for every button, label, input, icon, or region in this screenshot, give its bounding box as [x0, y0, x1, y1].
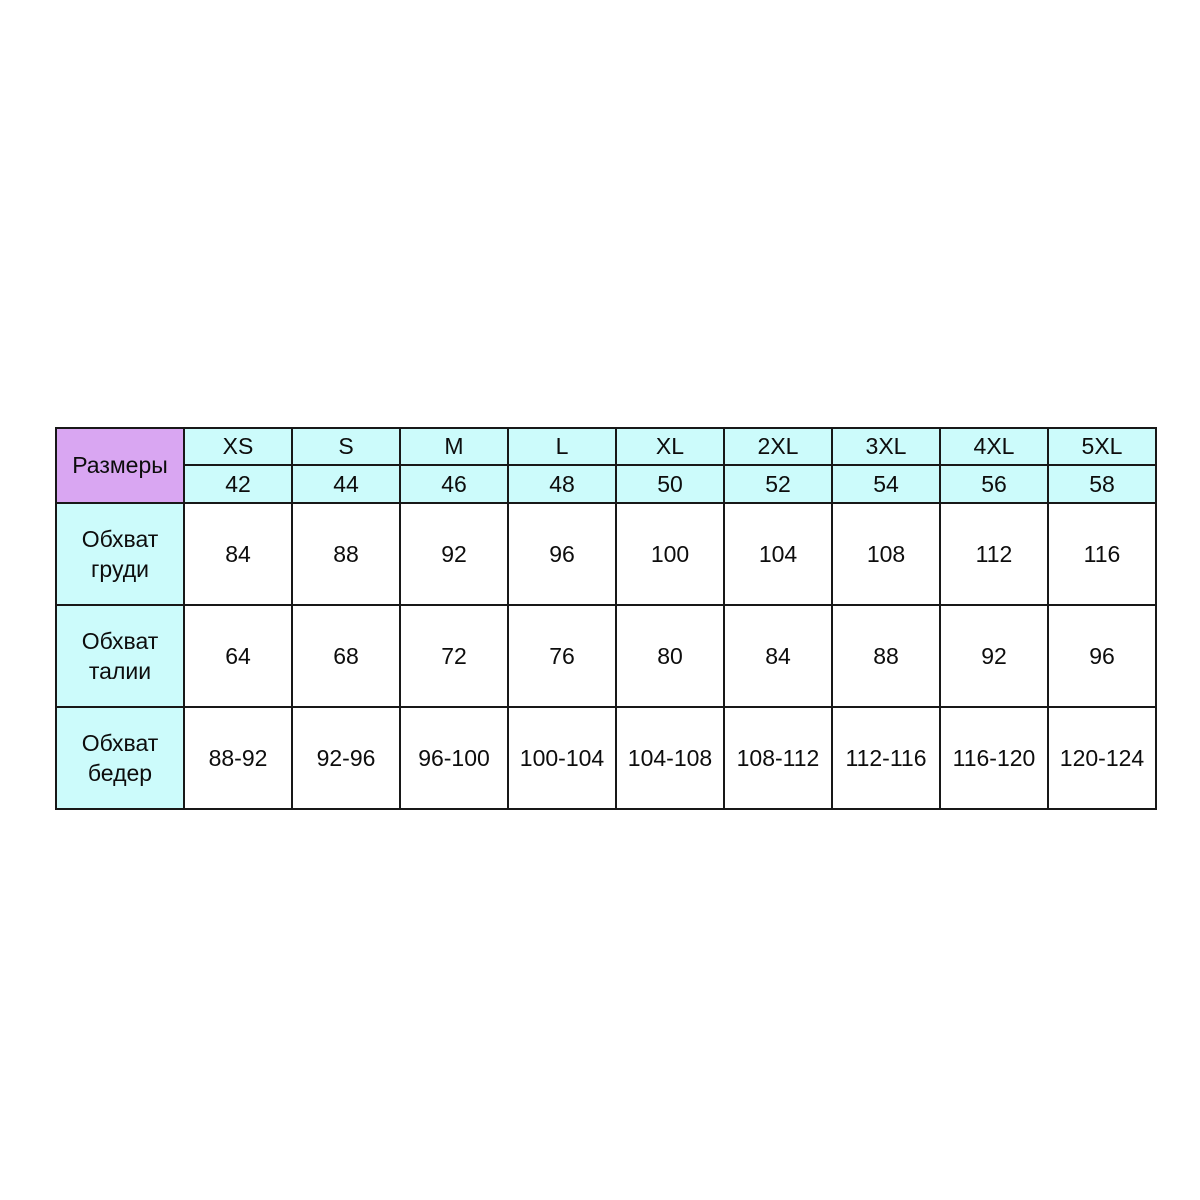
measurement-value: 68: [291, 604, 401, 708]
size-number-header: 50: [615, 464, 725, 504]
size-number-header: 52: [723, 464, 833, 504]
measurement-value: 96: [1047, 604, 1157, 708]
size-letter-header: 3XL: [831, 427, 941, 466]
size-letter-header: L: [507, 427, 617, 466]
measurement-value: 104: [723, 502, 833, 606]
size-chart: Размеры XS S M L XL 2XL 3XL 4XL 5XL 42 4…: [55, 427, 1157, 810]
measurement-value: 104-108: [615, 706, 725, 810]
measurement-value: 100: [615, 502, 725, 606]
size-letter-header: M: [399, 427, 509, 466]
measurement-value: 92: [939, 604, 1049, 708]
measurement-label-line: Обхват: [81, 525, 159, 552]
size-letter-header: 4XL: [939, 427, 1049, 466]
size-letter-header: 5XL: [1047, 427, 1157, 466]
header-row-letters: Размеры XS S M L XL 2XL 3XL 4XL 5XL: [55, 427, 1157, 504]
sizes-corner-header: Размеры: [55, 427, 185, 504]
size-letter-header: XS: [183, 427, 293, 466]
measurement-value: 112-116: [831, 706, 941, 810]
measurement-value: 116-120: [939, 706, 1049, 810]
table-row: Обхват талии 64 68 72 76 80 84 88 92 96: [55, 604, 1157, 708]
measurement-value: 92-96: [291, 706, 401, 810]
measurement-value: 88: [291, 502, 401, 606]
measurement-value: 108-112: [723, 706, 833, 810]
measurement-label-line: бедер: [87, 760, 153, 786]
table-row: Обхват груди 84 88 92 96 100 104 108 112…: [55, 502, 1157, 606]
size-number-header: 42: [183, 464, 293, 504]
size-number-header: 44: [291, 464, 401, 504]
header-row-numbers: 42 44 46 48 50 52 54 56 58: [56, 464, 1157, 504]
measurement-label-line: груди: [91, 556, 149, 582]
measurement-value: 64: [183, 604, 293, 708]
measurement-label: Обхват бедер: [55, 706, 185, 810]
size-letter-header: S: [291, 427, 401, 466]
measurement-value: 76: [507, 604, 617, 708]
measurement-label-line: талии: [88, 658, 152, 684]
measurement-value: 80: [615, 604, 725, 708]
size-number-header: 54: [831, 464, 941, 504]
measurement-label: Обхват груди: [55, 502, 185, 606]
measurement-label: Обхват талии: [55, 604, 185, 708]
size-number-header: 56: [939, 464, 1049, 504]
measurement-label-line: Обхват: [81, 729, 159, 756]
measurement-value: 92: [399, 502, 509, 606]
size-number-header: 46: [399, 464, 509, 504]
size-letter-header: XL: [615, 427, 725, 466]
size-number-header: 48: [507, 464, 617, 504]
measurement-value: 100-104: [507, 706, 617, 810]
measurement-value: 96-100: [399, 706, 509, 810]
size-letter-header: 2XL: [723, 427, 833, 466]
size-table: Размеры XS S M L XL 2XL 3XL 4XL 5XL 42 4…: [55, 427, 1157, 810]
measurement-value: 96: [507, 502, 617, 606]
table-row: Обхват бедер 88-92 92-96 96-100 100-104 …: [55, 706, 1157, 810]
measurement-value: 112: [939, 502, 1049, 606]
measurement-value: 72: [399, 604, 509, 708]
measurement-value: 88: [831, 604, 941, 708]
measurement-value: 116: [1047, 502, 1157, 606]
measurement-value: 84: [183, 502, 293, 606]
measurement-label-line: Обхват: [81, 627, 159, 654]
measurement-value: 108: [831, 502, 941, 606]
measurement-value: 88-92: [183, 706, 293, 810]
measurement-value: 84: [723, 604, 833, 708]
measurement-value: 120-124: [1047, 706, 1157, 810]
size-number-header: 58: [1047, 464, 1157, 504]
